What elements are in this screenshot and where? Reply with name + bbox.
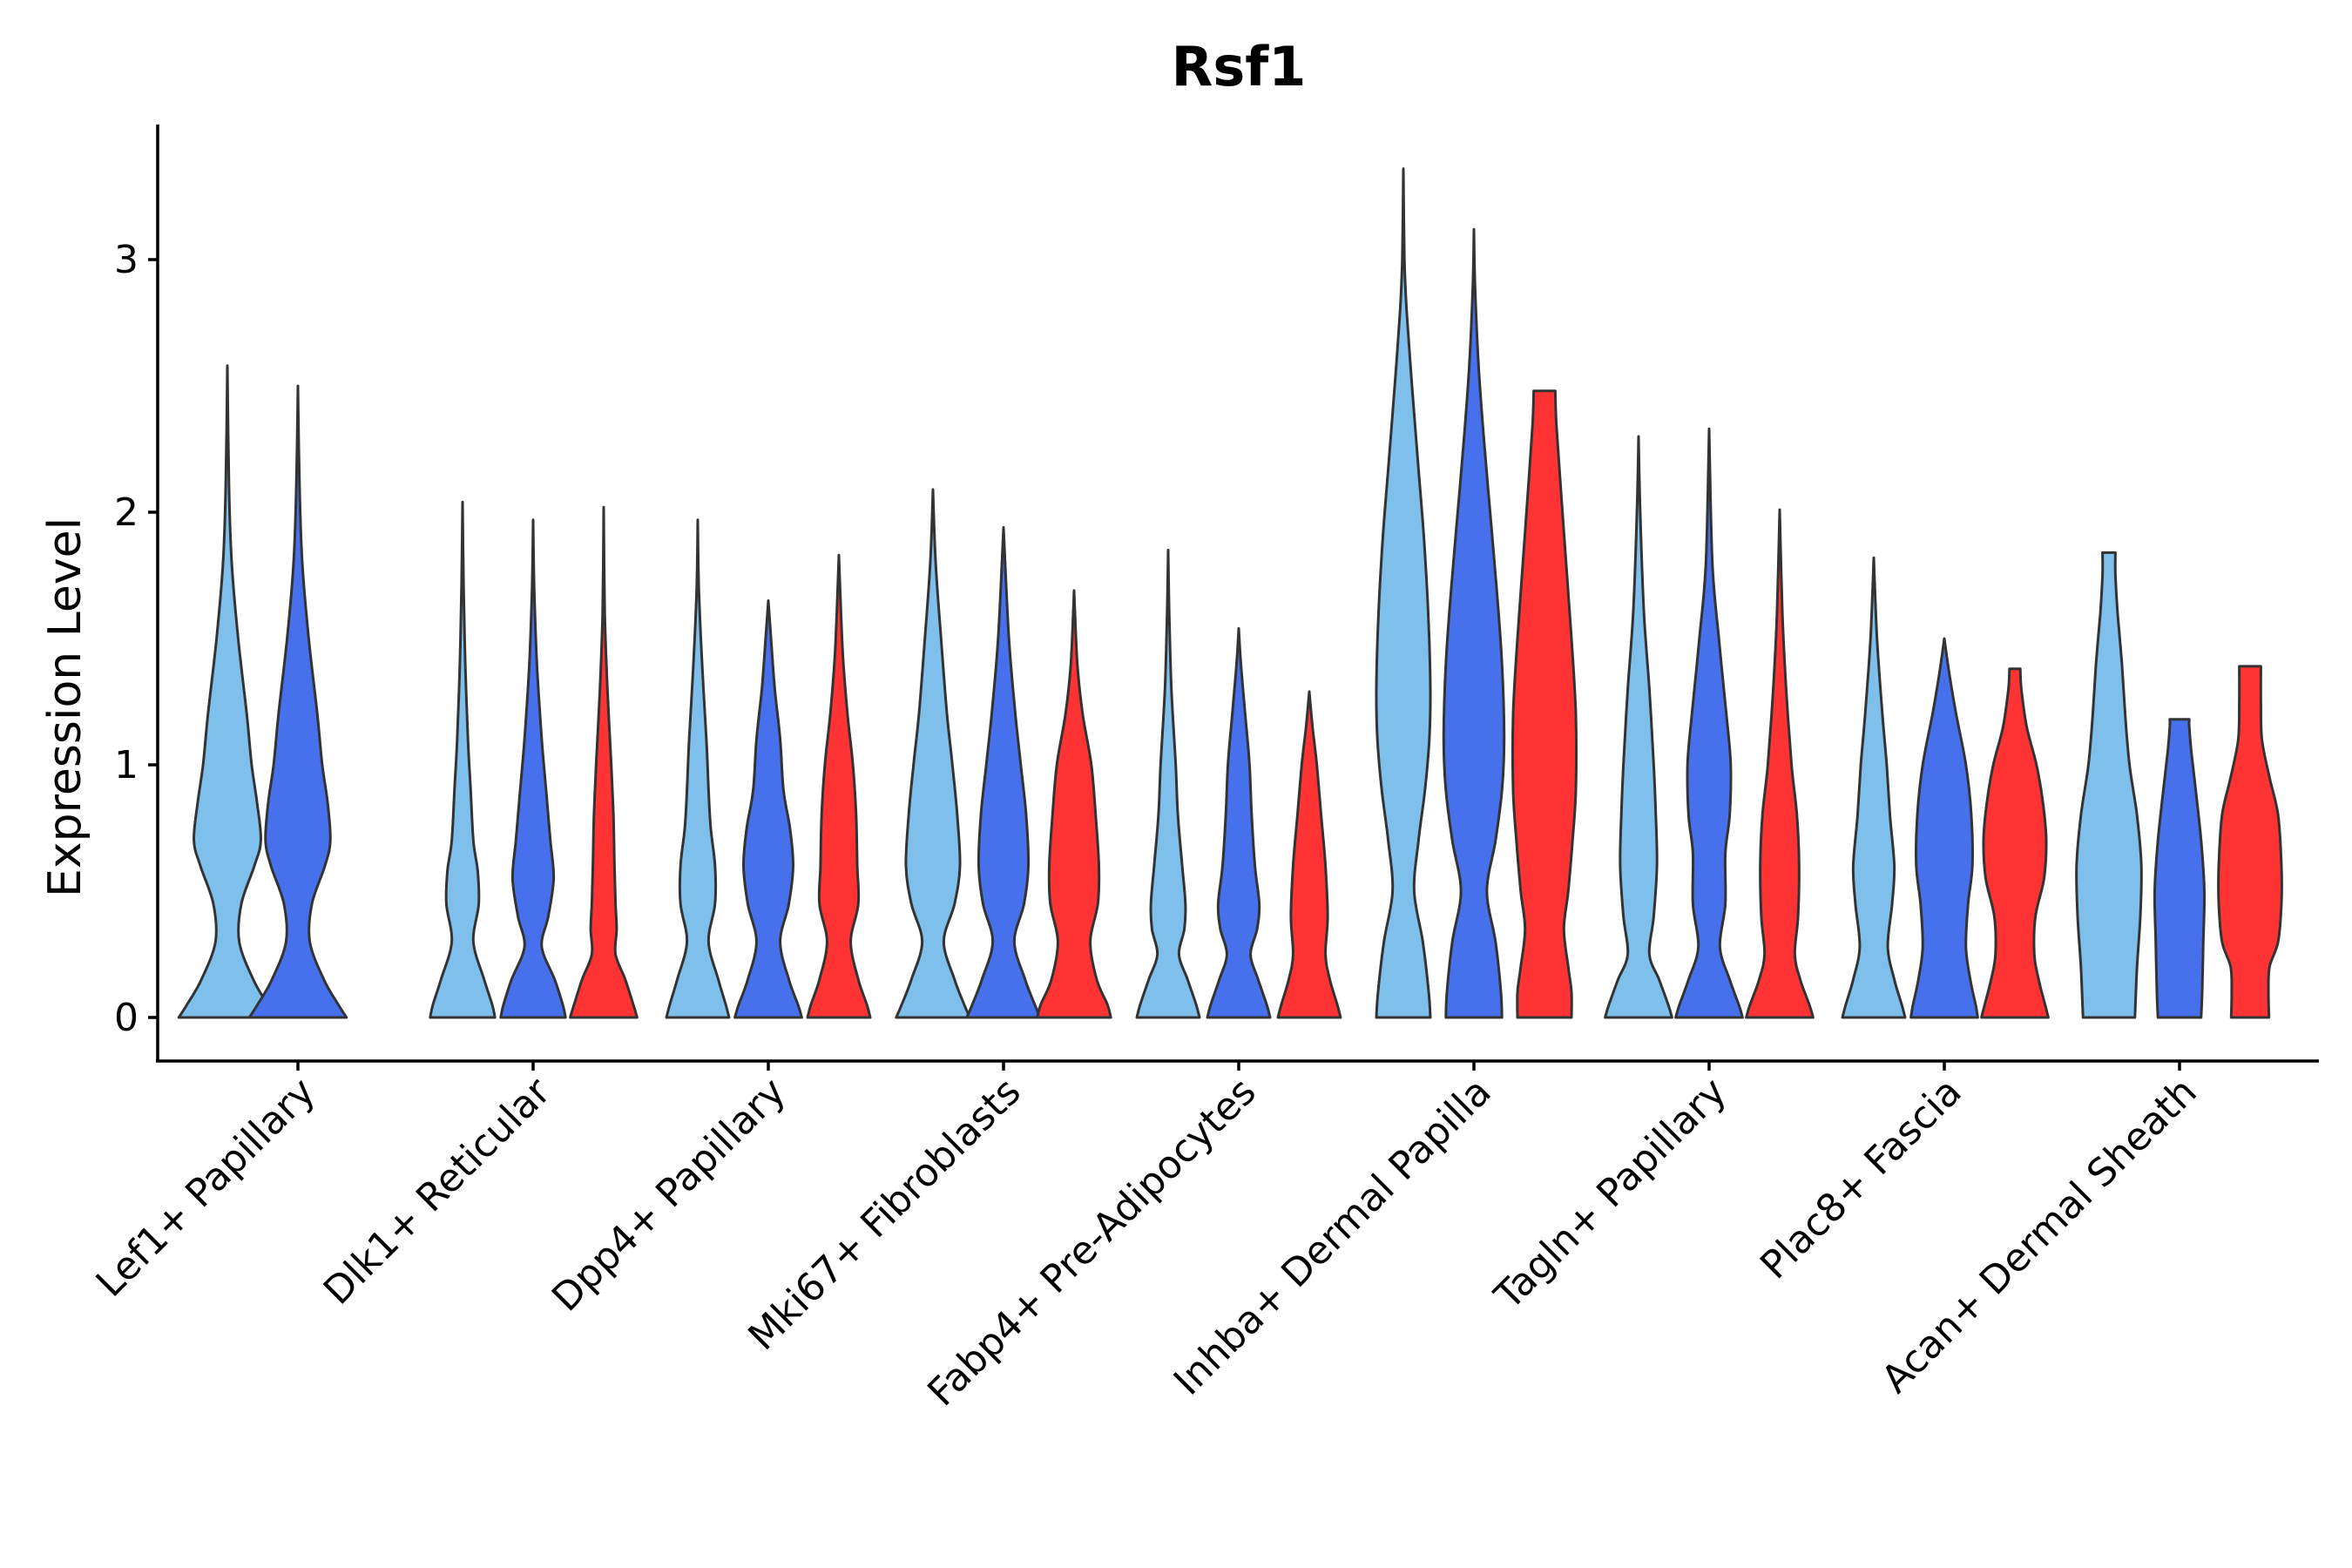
violin-acan-dermal-sheath-1 <box>2075 551 2143 1019</box>
violin-plac8-fascia-1 <box>1841 556 1907 1019</box>
x-tick-label: Tagln+ Papillary <box>1486 1070 1735 1319</box>
violin-inhba-dermal-papilla-1 <box>1375 167 1432 1019</box>
y-tick-label: 0 <box>114 996 139 1040</box>
violin-plac8-fascia-2 <box>1909 637 1979 1019</box>
violin-acan-dermal-sheath-3 <box>2217 665 2283 1019</box>
violin-lef1-papillary-1 <box>177 364 278 1019</box>
violin-dpp4-papillary-2 <box>733 599 803 1019</box>
violin-fabp4-pre-adipocytes-1 <box>1135 549 1201 1019</box>
violin-dlk1-reticular-3 <box>569 505 639 1019</box>
violin-mki67-fibroblasts-2 <box>965 525 1042 1019</box>
violin-acan-dermal-sheath-2 <box>2153 718 2207 1019</box>
violin-dlk1-reticular-1 <box>429 500 497 1019</box>
violin-dpp4-papillary-3 <box>806 553 872 1019</box>
violin-tagln-papillary-2 <box>1674 427 1744 1019</box>
x-tick-label: Lef1+ Papillary <box>88 1070 324 1306</box>
violin-mki67-fibroblasts-1 <box>895 488 971 1019</box>
violin-mki67-fibroblasts-3 <box>1036 589 1112 1019</box>
violin-fabp4-pre-adipocytes-2 <box>1206 626 1272 1019</box>
y-tick-label: 2 <box>114 490 139 535</box>
x-tick-label: Dlk1+ Reticular <box>315 1069 560 1314</box>
y-tick-label: 3 <box>114 238 139 282</box>
x-tick-label: Plac8+ Fascia <box>1752 1070 1970 1288</box>
violin-inhba-dermal-papilla-3 <box>1511 389 1578 1019</box>
x-tick-label: Dpp4+ Papillary <box>544 1070 794 1321</box>
y-axis: 0 1 2 3 <box>114 238 158 1040</box>
y-tick-label: 1 <box>114 743 139 787</box>
violin-lef1-papillary-2 <box>247 384 348 1019</box>
violin-dpp4-papillary-1 <box>665 518 731 1019</box>
violin-plac8-fascia-3 <box>1980 667 2050 1019</box>
violin-dlk1-reticular-2 <box>499 518 567 1019</box>
plot-area <box>177 167 2283 1019</box>
violin-tagln-papillary-3 <box>1745 508 1815 1019</box>
violin-fabp4-pre-adipocytes-3 <box>1276 690 1342 1019</box>
violin-tagln-papillary-1 <box>1604 435 1673 1019</box>
chart-title: Rsf1 <box>1172 35 1307 98</box>
violin-inhba-dermal-papilla-2 <box>1442 227 1506 1019</box>
y-axis-label: Expression Level <box>39 517 91 897</box>
